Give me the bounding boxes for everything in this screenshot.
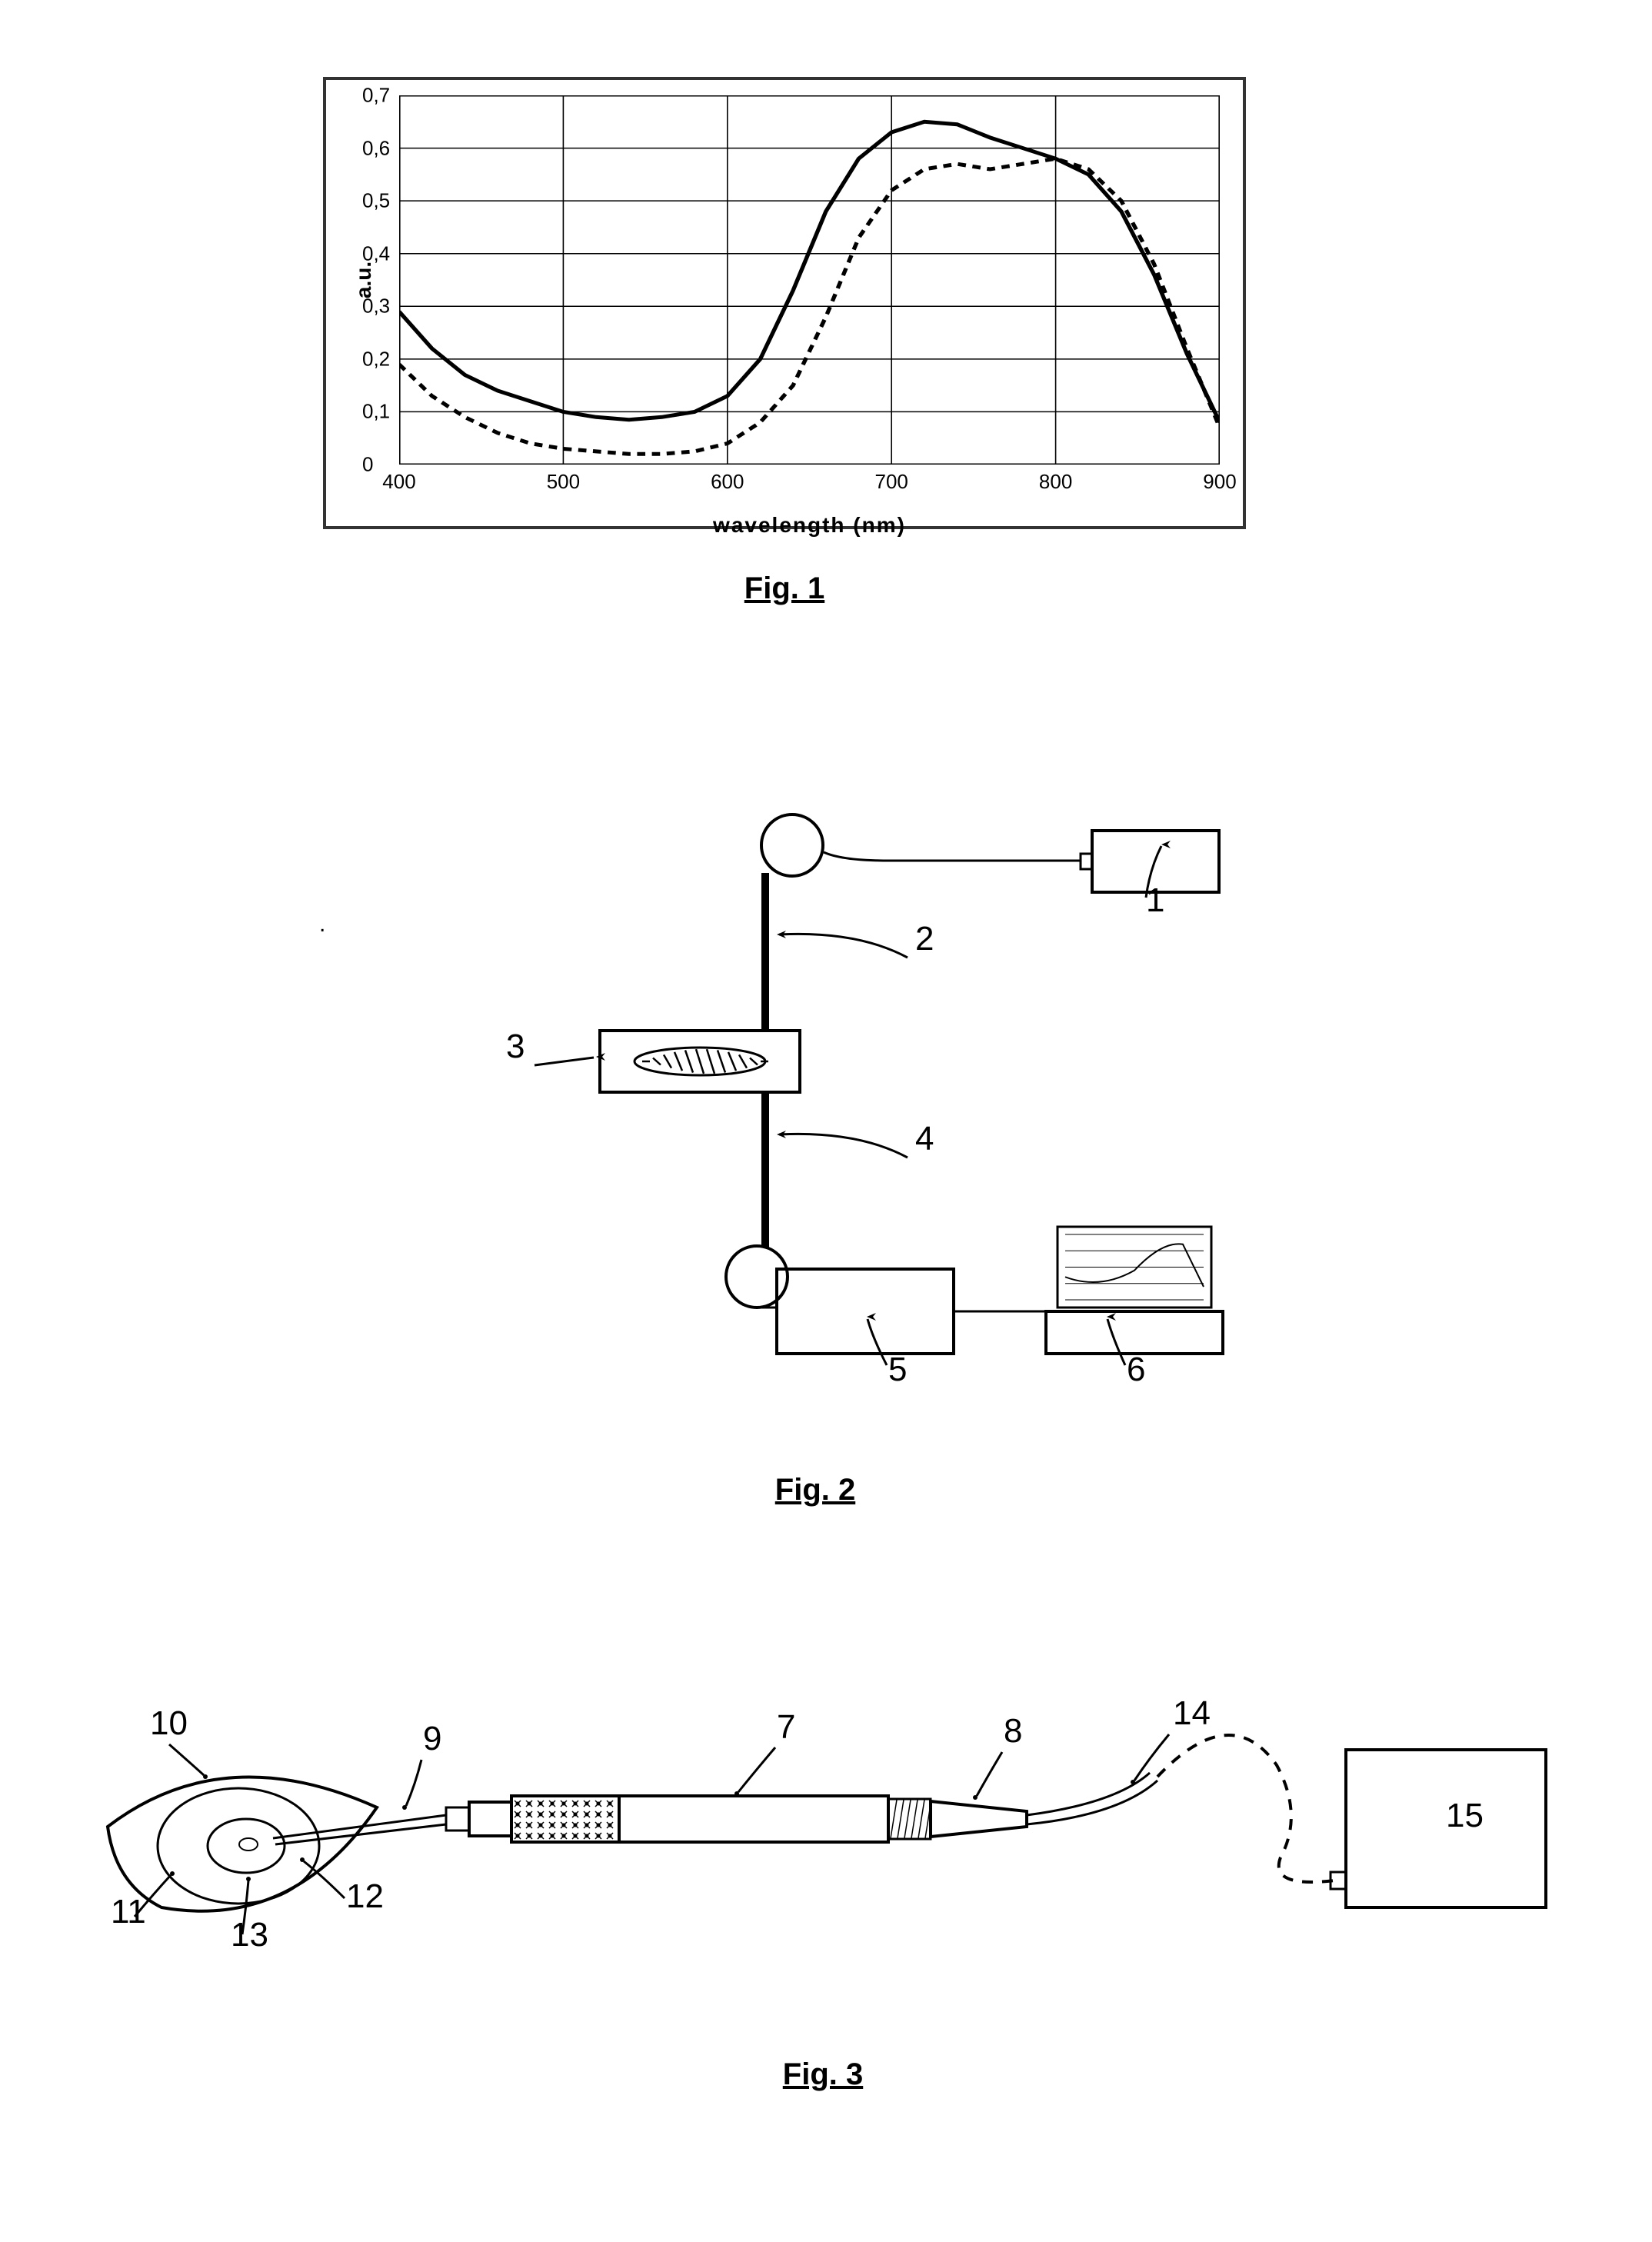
eye-center (239, 1838, 258, 1851)
taper-8 (931, 1801, 1027, 1837)
svg-text:7: 7 (777, 1708, 795, 1746)
svg-text:2: 2 (915, 920, 934, 958)
probe-connector (446, 1807, 469, 1831)
grip-texture (515, 1801, 613, 1839)
box-1-connector (1081, 854, 1092, 869)
svg-text:10: 10 (150, 1704, 188, 1742)
svg-text:6: 6 (1127, 1351, 1145, 1388)
x-axis-label: wavelength (nm) (713, 513, 906, 538)
end-hatch (891, 1800, 931, 1838)
svg-text:4: 4 (915, 1120, 934, 1158)
figure-1: a.u. wavelength (nm) 00,10,20,30,40,50,6… (323, 77, 1246, 606)
svg-text:13: 13 (231, 1916, 268, 1954)
figure-3: 789101112131415 Fig. 3 (85, 1692, 1561, 2038)
figure-3-label: Fig. 3 (85, 2057, 1561, 2092)
eye-iris (158, 1788, 319, 1904)
svg-text:14: 14 (1173, 1694, 1211, 1732)
figure-3-svg: 7 8 9 10 11 12 13 14 15 (85, 1692, 1561, 2038)
computer-base (1046, 1311, 1223, 1354)
svg-text:9: 9 (423, 1720, 441, 1757)
stray-mark: . (319, 911, 325, 938)
svg-text:5: 5 (888, 1351, 907, 1388)
chart-svg (399, 95, 1220, 465)
svg-text:11: 11 (111, 1893, 146, 1931)
y-axis-label: a.u. (351, 262, 376, 298)
cable-14-top (1027, 1773, 1150, 1815)
coil-top (761, 815, 823, 876)
handpiece-body (619, 1796, 888, 1842)
figure-2-label: Fig. 2 (335, 1473, 1296, 1507)
svg-text:15: 15 (1446, 1797, 1484, 1834)
chart-plot-area: a.u. wavelength (nm) 00,10,20,30,40,50,6… (399, 95, 1220, 465)
fig3-annotations: 7 8 9 10 11 12 13 14 15 (111, 1694, 1484, 1954)
fiber-top (824, 852, 1081, 861)
figure-1-label: Fig. 1 (323, 571, 1246, 606)
chart-frame: a.u. wavelength (nm) 00,10,20,30,40,50,6… (323, 77, 1246, 529)
figure-2-svg: 123456 (335, 769, 1296, 1461)
coupler (469, 1802, 511, 1836)
screen-mini-chart (1065, 1234, 1204, 1300)
fig2-annotations: 123456 (506, 841, 1171, 1388)
svg-text:8: 8 (1004, 1712, 1022, 1750)
svg-text:12: 12 (346, 1877, 384, 1915)
svg-text:3: 3 (506, 1028, 525, 1065)
box-5 (777, 1269, 954, 1354)
eye-pupil (208, 1819, 285, 1873)
figure-2: 123456 Fig. 2 (335, 769, 1296, 1461)
cable-dashed (1157, 1735, 1334, 1882)
